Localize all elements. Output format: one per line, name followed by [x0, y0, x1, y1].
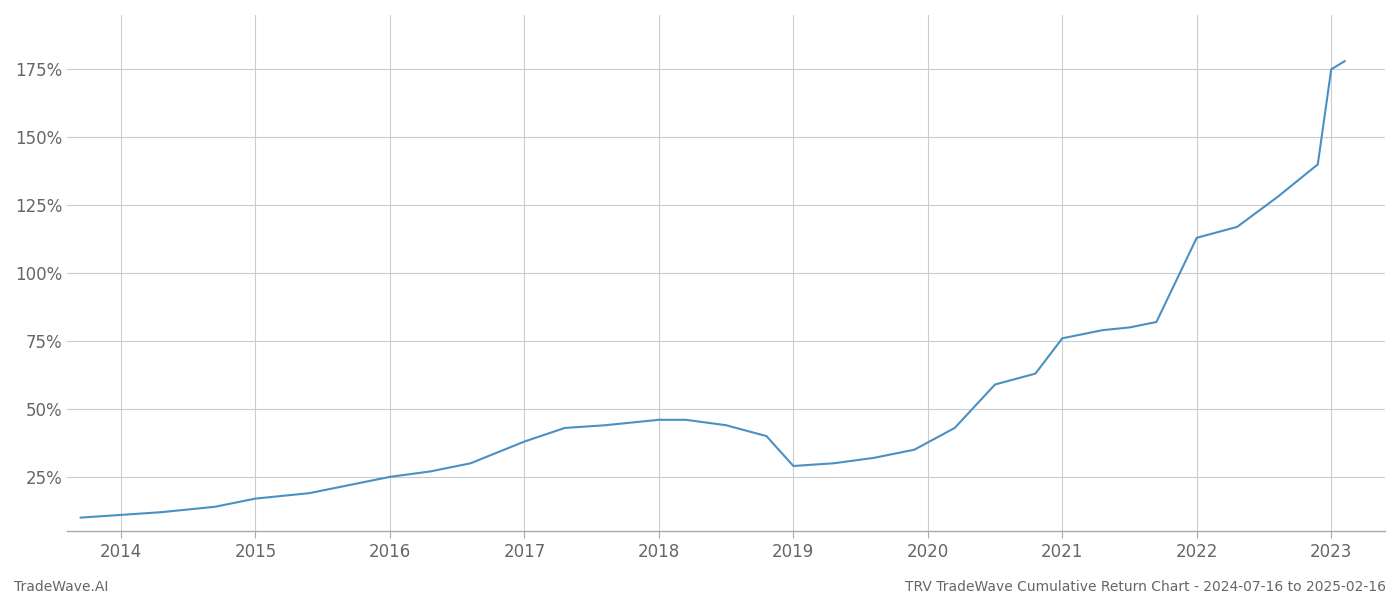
- Text: TRV TradeWave Cumulative Return Chart - 2024-07-16 to 2025-02-16: TRV TradeWave Cumulative Return Chart - …: [904, 580, 1386, 594]
- Text: TradeWave.AI: TradeWave.AI: [14, 580, 108, 594]
